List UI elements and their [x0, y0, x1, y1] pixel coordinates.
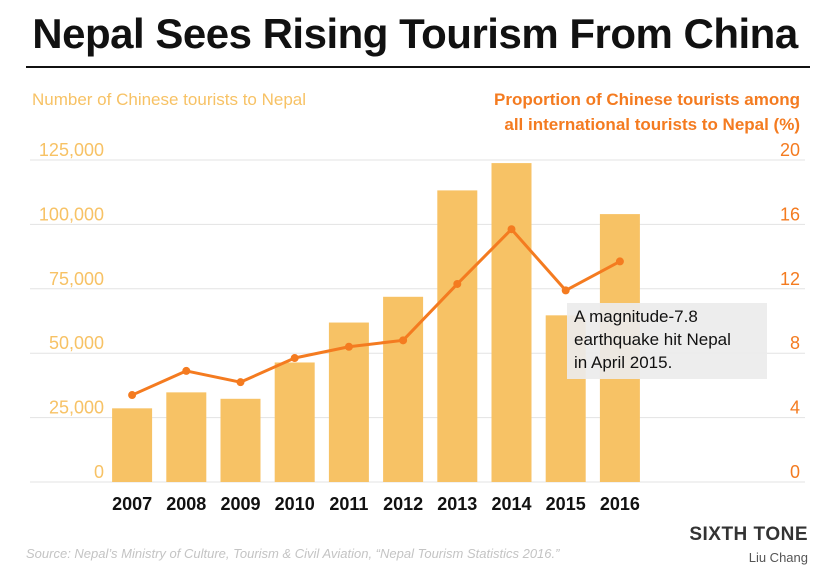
- x-tick-label: 2013: [437, 494, 477, 514]
- annotation-text: A magnitude-7.8: [574, 307, 698, 326]
- right-tick-label: 8: [790, 333, 800, 353]
- right-axis-label: all international tourists to Nepal (%): [504, 115, 800, 134]
- x-tick-label: 2016: [600, 494, 640, 514]
- line-point: [615, 257, 624, 266]
- x-tick-label: 2010: [275, 494, 315, 514]
- right-tick-label: 16: [780, 204, 800, 224]
- left-tick-label: 0: [94, 462, 104, 482]
- left-tick-label: 50,000: [49, 333, 104, 353]
- x-tick-label: 2007: [112, 494, 152, 514]
- left-axis-label: Number of Chinese tourists to Nepal: [32, 90, 306, 109]
- line-point: [236, 378, 245, 387]
- line-point: [290, 354, 299, 363]
- line-point: [128, 391, 137, 400]
- x-tick-label: 2011: [329, 494, 368, 514]
- right-axis-label: Proportion of Chinese tourists among: [494, 90, 800, 109]
- source-note: Source: Nepal’s Ministry of Culture, Tou…: [26, 546, 560, 561]
- right-tick-label: 20: [780, 140, 800, 160]
- series-line: [131, 227, 621, 397]
- bar: [166, 392, 207, 482]
- line-point: [344, 342, 353, 351]
- bar: [274, 362, 315, 482]
- right-tick-label: 12: [780, 269, 800, 289]
- author-credit: Liu Chang: [748, 550, 808, 565]
- right-tick-label: 0: [790, 462, 800, 482]
- line-point: [399, 336, 408, 345]
- right-tick-label: 4: [790, 398, 800, 418]
- line-point: [453, 279, 462, 288]
- brand-logo: SIXTH TONE: [689, 524, 808, 545]
- left-tick-label: 100,000: [39, 204, 104, 224]
- annotation-box: [567, 303, 767, 379]
- line-point: [561, 286, 570, 295]
- left-tick-label: 75,000: [49, 269, 104, 289]
- annotation-text: in April 2015.: [574, 353, 672, 372]
- line-point: [507, 225, 516, 234]
- title-divider: [26, 66, 810, 68]
- bar: [220, 398, 261, 482]
- line-point: [182, 366, 191, 375]
- x-tick-label: 2009: [220, 494, 260, 514]
- bar: [437, 190, 478, 483]
- left-tick-label: 125,000: [39, 140, 104, 160]
- x-tick-label: 2014: [491, 494, 531, 514]
- x-tick-label: 2012: [383, 494, 423, 514]
- chart-title: Nepal Sees Rising Tourism From China: [32, 10, 798, 57]
- x-tick-label: 2008: [166, 494, 206, 514]
- annotation-text: earthquake hit Nepal: [574, 330, 731, 349]
- left-tick-label: 25,000: [49, 398, 104, 418]
- bar: [112, 408, 153, 482]
- x-tick-label: 2015: [546, 494, 586, 514]
- bar: [491, 163, 532, 483]
